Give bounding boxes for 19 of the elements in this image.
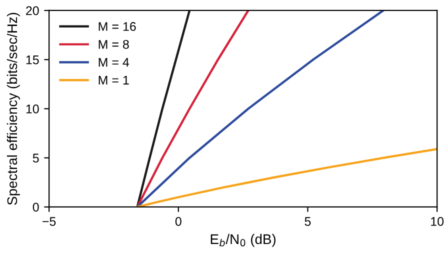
line-series	[136, 10, 191, 207]
legend-label: M = 16	[98, 22, 136, 31]
y-tick-label: 10	[26, 104, 39, 114]
x-axis-title: E$_{b}$/N$_{0}$ (dB)	[210, 234, 276, 247]
y-tick-label: 15	[26, 56, 39, 64]
x-tick-label: 0	[175, 217, 182, 226]
y-tick-label: 20	[26, 6, 39, 16]
x-tick-label: −5	[42, 217, 56, 226]
x-tick-label: 10	[431, 217, 444, 226]
legend-label: M = 8	[98, 40, 129, 49]
x-tick-label: 5	[304, 217, 311, 226]
legend-label: M = 4	[98, 58, 130, 67]
line-series	[136, 148, 438, 207]
y-axis-title: Spectral efficiency (bits/sec/Hz)	[6, 12, 20, 205]
y-tick-label: 5	[32, 154, 39, 163]
legend-label: M = 1	[98, 76, 129, 84]
line-series	[136, 10, 250, 207]
line-series	[136, 10, 384, 207]
y-tick-label: 0	[32, 202, 39, 212]
